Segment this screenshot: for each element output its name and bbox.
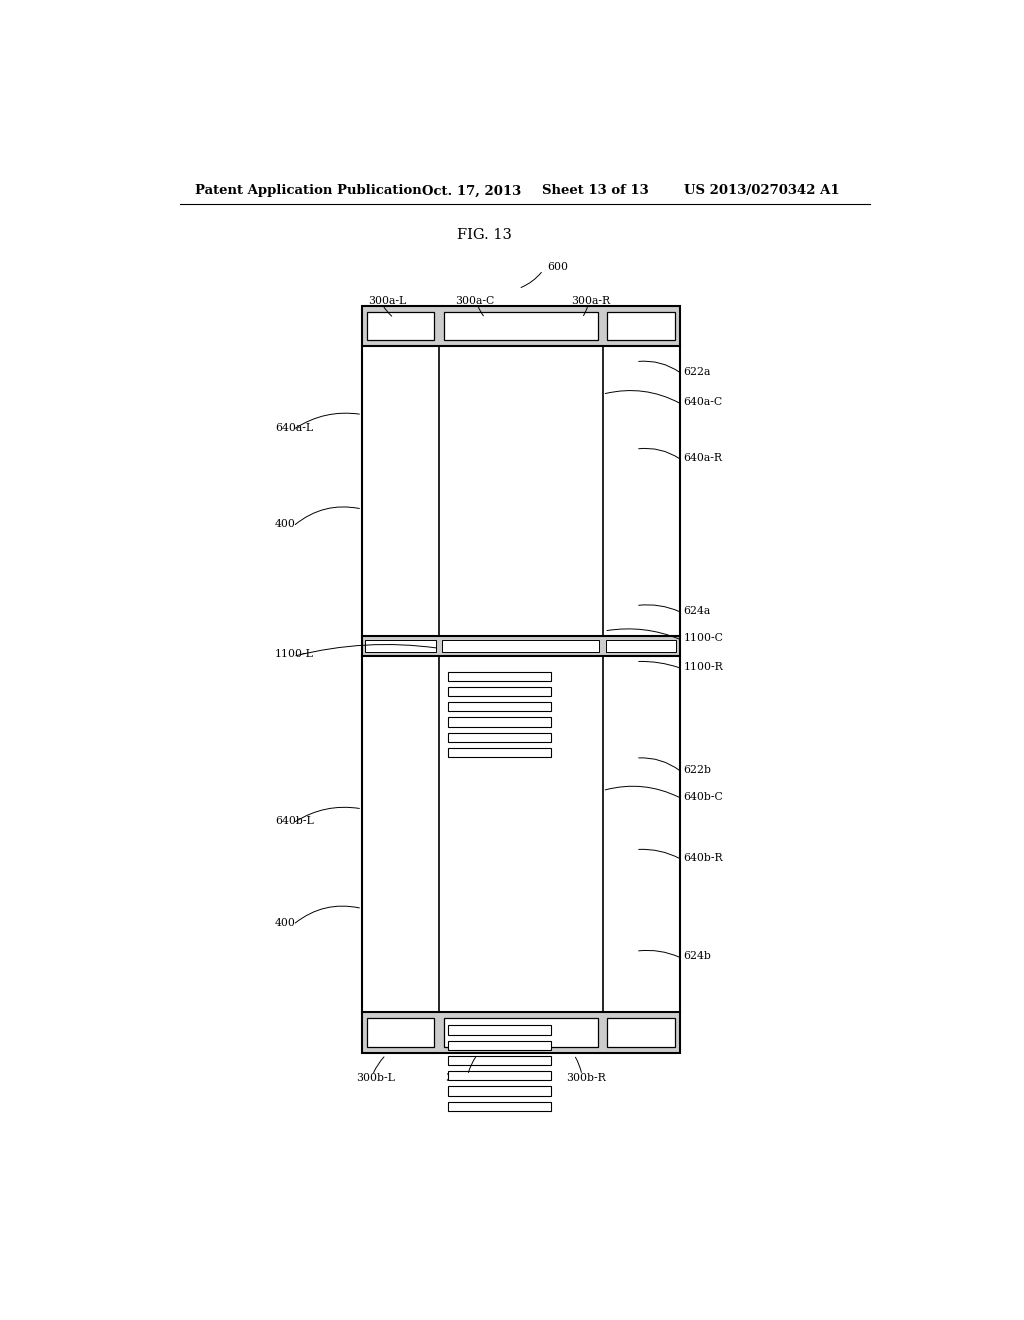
Text: 640b-L: 640b-L [274, 816, 313, 826]
Bar [366, 640, 436, 652]
Text: 1100-L: 1100-L [274, 649, 313, 660]
Bar [447, 1026, 551, 1035]
Bar [447, 718, 551, 726]
Text: Sheet 13 of 13: Sheet 13 of 13 [543, 185, 649, 198]
Bar [362, 306, 680, 346]
Text: 1100-C: 1100-C [684, 634, 723, 643]
Bar [606, 640, 677, 652]
Bar [447, 686, 551, 696]
Text: 622b: 622b [684, 766, 712, 775]
Text: 640a-R: 640a-R [684, 453, 723, 463]
Text: 624a: 624a [684, 606, 711, 615]
Bar [607, 1018, 675, 1047]
Bar [447, 1040, 551, 1049]
Text: 400: 400 [274, 519, 296, 529]
Text: Oct. 17, 2013: Oct. 17, 2013 [422, 185, 521, 198]
Text: 300b-C: 300b-C [445, 1073, 485, 1084]
Bar [447, 1086, 551, 1096]
Bar [447, 1071, 551, 1080]
Bar [367, 1018, 434, 1047]
Text: 624b: 624b [684, 952, 712, 961]
Text: 300b-L: 300b-L [356, 1073, 395, 1084]
Bar [362, 636, 680, 656]
Text: 622a: 622a [684, 367, 711, 376]
Bar [447, 702, 551, 711]
Text: 400: 400 [274, 917, 296, 928]
Bar [447, 748, 551, 758]
Bar [607, 312, 675, 341]
Bar [443, 312, 598, 341]
Text: 600: 600 [547, 263, 568, 272]
Text: 300a-R: 300a-R [570, 296, 610, 306]
Text: 1100-R: 1100-R [684, 661, 723, 672]
Bar [442, 640, 599, 652]
Text: 640b-C: 640b-C [684, 792, 723, 801]
Bar [447, 1056, 551, 1065]
Text: 640a-L: 640a-L [274, 422, 313, 433]
Text: US 2013/0270342 A1: US 2013/0270342 A1 [684, 185, 839, 198]
Text: 300a-C: 300a-C [455, 296, 495, 306]
Text: 640b-R: 640b-R [684, 853, 723, 863]
Text: Patent Application Publication: Patent Application Publication [196, 185, 422, 198]
Bar [447, 733, 551, 742]
Text: 640a-C: 640a-C [684, 397, 723, 408]
Bar [447, 672, 551, 681]
Text: 300a-L: 300a-L [368, 296, 406, 306]
Bar [447, 1102, 551, 1110]
Bar [443, 1018, 598, 1047]
Text: FIG. 13: FIG. 13 [458, 227, 512, 242]
Bar [362, 1012, 680, 1053]
Text: 300b-R: 300b-R [566, 1073, 606, 1084]
Bar [367, 312, 434, 341]
